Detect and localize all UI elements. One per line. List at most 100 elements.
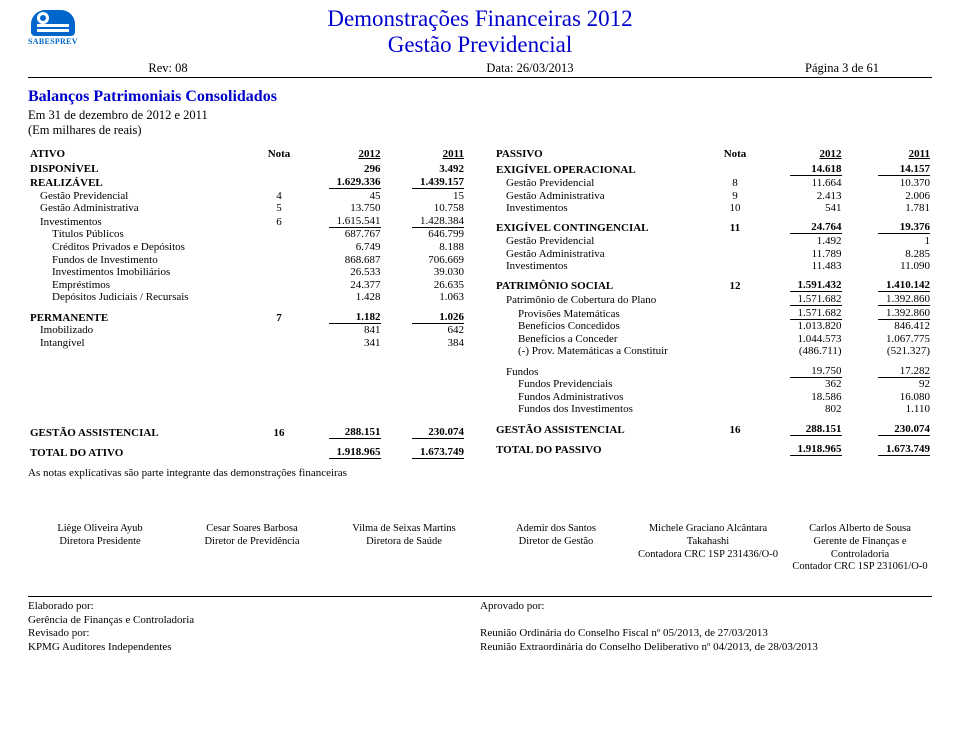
table-row: Gestão Previdencial 1.492 1 [494,235,932,248]
ativo-table: ATIVO Nota 2012 2011 DISPONÍVEL 296 3.49… [28,148,466,460]
cell: 10.758 [383,202,467,215]
table-row: Empréstimos 24.377 26.635 [28,279,466,292]
cell: 1.571.682 [755,306,844,320]
cell: (521.327) [844,345,933,358]
total-row: TOTAL DO ATIVO 1.918.965 1.673.749 [28,446,466,460]
approval-line [480,614,932,628]
passivo-table: PASSIVO Nota 2012 2011 EXIGÍVEL OPERACIO… [494,148,932,460]
signature: Liège Oliveira Ayub Diretora Presidente [28,523,172,573]
cell: 8.188 [383,241,467,254]
cell: 1.918.965 [755,442,844,456]
cell: 17.282 [844,364,933,378]
cell: 1.110 [844,403,933,416]
cell: 18.586 [755,390,844,403]
table-row: REALIZÁVEL 1.629.336 1.439.157 [28,176,466,190]
gestao-row: GESTÃO ASSISTENCIAL 16 288.151 230.074 [494,422,932,436]
sig-role: Gerente de Finanças e Controladoria [788,536,932,561]
sig-role: Diretora Presidente [28,536,172,549]
cell: 39.030 [383,266,467,279]
cell: 1.918.965 [299,446,383,460]
logo: SABESPREV [28,10,78,46]
table-row: Depósitos Judiciais / Recursais 1.428 1.… [28,291,466,304]
cell: 288.151 [755,422,844,436]
cell: 1.044.573 [755,332,844,345]
signature: Vilma de Seixas Martins Diretora de Saúd… [332,523,476,573]
cell: 16.080 [844,390,933,403]
title-line-2: Gestão Previdencial [28,32,932,58]
table-row: Investimentos Imobiliários 26.533 39.030 [28,266,466,279]
cell: 11.789 [755,247,844,260]
data-label: Data: 26/03/2013 [308,61,752,76]
cell: 1.571.682 [755,293,844,307]
cell: 1.428.384 [383,215,467,229]
sig-name: Cesar Soares Barbosa [180,523,324,536]
sig-role2: Contador CRC 1SP 231061/O-0 [788,561,932,574]
cell: 45 [299,189,383,202]
page-label: Página 3 de 61 [752,61,932,76]
table-row: DISPONÍVEL 296 3.492 [28,163,466,176]
approval-right: Aprovado por: Reunião Ordinária do Conse… [480,600,932,655]
align-spacer [28,349,466,426]
cell: 362 [755,378,844,391]
cell: 868.687 [299,253,383,266]
cell: 1.439.157 [383,176,467,190]
approval-line: Reunião Extraordinária do Conselho Delib… [480,641,932,655]
cell: 384 [383,336,467,349]
cell: 14.157 [844,163,933,177]
approval-line: Elaborado por: [28,600,480,614]
cell: 1.492 [755,235,844,248]
sig-role: Diretor de Gestão [484,536,628,549]
cell: 92 [844,378,933,391]
cell: 1.781 [844,202,933,215]
cell: 10.370 [844,177,933,190]
table-row: Intangível 341 384 [28,336,466,349]
approval-line: Revisado por: [28,627,480,641]
cell: 541 [755,202,844,215]
signatures: Liège Oliveira Ayub Diretora Presidente … [28,523,932,573]
table-row: Provisões Matemáticas 1.571.682 1.392.86… [494,306,932,320]
table-row: Fundos Administrativos 18.586 16.080 [494,390,932,403]
cell: 13.750 [299,202,383,215]
cell: 19.376 [844,221,933,235]
header: SABESPREV Demonstrações Financeiras 2012… [28,6,932,78]
rev-label: Rev: 08 [28,61,308,76]
cell: 288.151 [299,426,383,440]
cell: 26.533 [299,266,383,279]
cell: 11.483 [755,260,844,273]
signature: Cesar Soares Barbosa Diretor de Previdên… [180,523,324,573]
table-row: Benefícios a Conceder 1.044.573 1.067.77… [494,332,932,345]
cell: 1 [844,235,933,248]
table-row: Fundos Previdenciais 362 92 [494,378,932,391]
approval-line: Aprovado por: [480,600,932,614]
cell: 24.377 [299,279,383,292]
cell: 341 [299,336,383,349]
cell: 230.074 [383,426,467,440]
table-row: EXIGÍVEL OPERACIONAL 14.618 14.157 [494,163,932,177]
cell: 296 [299,163,383,176]
cell: 1.428 [299,291,383,304]
cell: 8.285 [844,247,933,260]
approval-left: Elaborado por:Gerência de Finanças e Con… [28,600,480,655]
table-header: PASSIVO Nota 2012 2011 [494,148,932,163]
sig-role: Diretora de Saúde [332,536,476,549]
table-row: Gestão Previdencial 4 45 15 [28,189,466,202]
cell: 14.618 [755,163,844,177]
cell: 1.182 [299,310,383,324]
logo-icon [31,10,75,36]
cell: 1.629.336 [299,176,383,190]
logo-text: SABESPREV [28,37,78,46]
table-row: Gestão Previdencial 8 11.664 10.370 [494,177,932,190]
cell: 846.412 [844,320,933,333]
cell: 15 [383,189,467,202]
signature: Carlos Alberto de Sousa Gerente de Finan… [788,523,932,573]
cell: 646.799 [383,228,467,241]
table-row: Títulos Públicos 687.767 646.799 [28,228,466,241]
table-row: PERMANENTE 7 1.182 1.026 [28,310,466,324]
cell: 24.764 [755,221,844,235]
subtitle-line-2: (Em milhares de reais) [28,123,932,138]
tables: ATIVO Nota 2012 2011 DISPONÍVEL 296 3.49… [28,148,932,460]
table-row: Fundos de Investimento 868.687 706.669 [28,253,466,266]
cell: 11.664 [755,177,844,190]
cell: 26.635 [383,279,467,292]
table-row: Créditos Privados e Depósitos 6.749 8.18… [28,241,466,254]
